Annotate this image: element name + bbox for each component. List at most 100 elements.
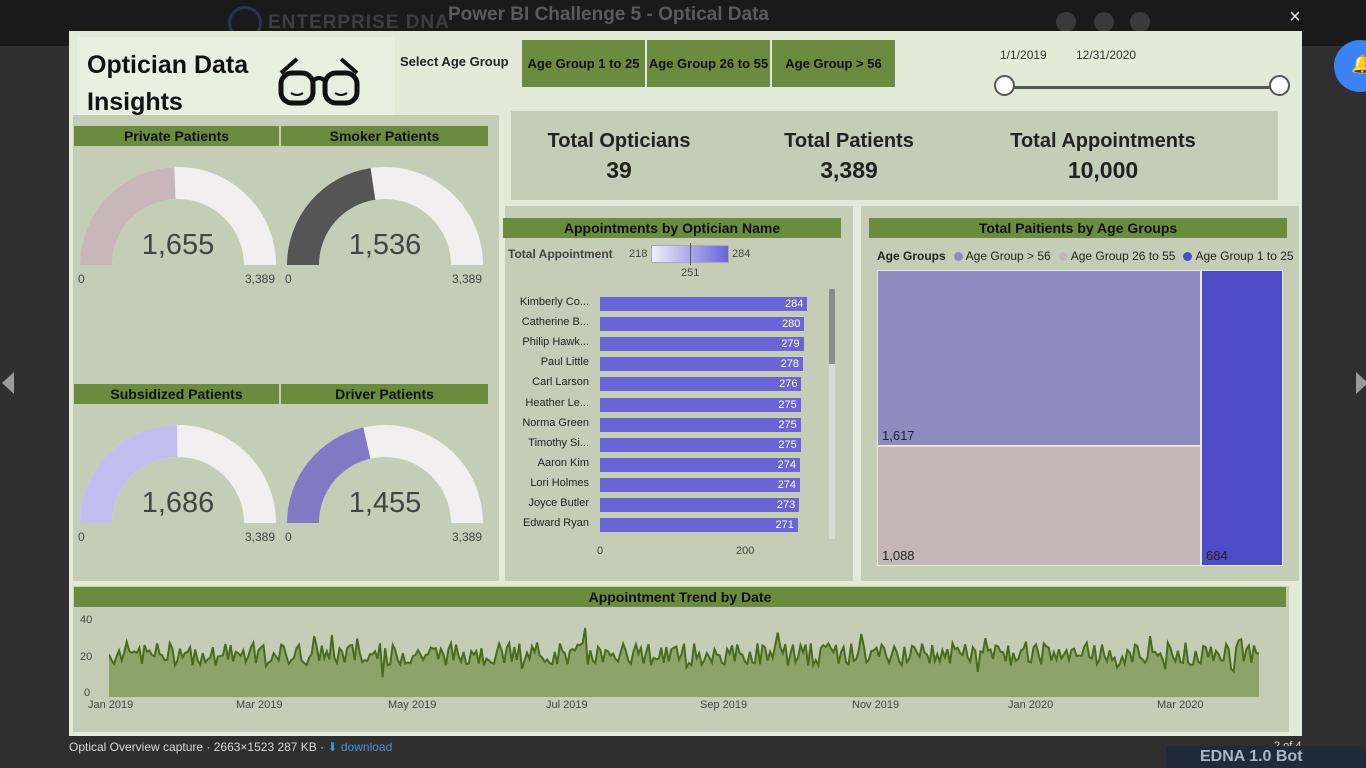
date-slider-start-handle[interactable] bbox=[994, 75, 1015, 96]
optician-axis-tick: 200 bbox=[736, 545, 755, 557]
optician-bar[interactable]: 276 bbox=[600, 377, 802, 392]
kpi-opticians-label: Total Opticians bbox=[547, 130, 691, 152]
treemap-value: 1,088 bbox=[882, 548, 915, 563]
report-title: Optician Data Insights bbox=[87, 51, 249, 116]
trend-x-tick: May 2019 bbox=[388, 699, 437, 711]
trend-x-tick: Nov 2019 bbox=[852, 699, 900, 711]
optician-bar[interactable]: 275 bbox=[600, 417, 801, 432]
gauge-min-label: 0 bbox=[285, 272, 292, 286]
optician-name: Carl Larson bbox=[532, 376, 589, 389]
trend-x-tick: Mar 2020 bbox=[1157, 699, 1204, 711]
optician-bar[interactable]: 275 bbox=[600, 437, 801, 452]
kpi-appointments-value: 10,000 bbox=[1067, 157, 1139, 183]
optician-scroll-thumb[interactable] bbox=[829, 289, 835, 364]
gauge-title-driver: Driver Patients bbox=[281, 384, 488, 404]
gauge-max-label: 3,389 bbox=[245, 530, 276, 544]
treemap-value: 1,617 bbox=[882, 428, 915, 443]
download-link[interactable]: ⬇ download bbox=[327, 740, 393, 754]
optician-bar[interactable]: 280 bbox=[600, 317, 805, 332]
avatar[interactable] bbox=[1130, 12, 1150, 32]
optician-bar-value: 273 bbox=[776, 499, 796, 511]
optician-bar[interactable]: 284 bbox=[600, 297, 808, 311]
treemap-age-1-25[interactable]: 684 bbox=[1201, 270, 1283, 566]
optician-bar-value: 275 bbox=[778, 398, 797, 411]
driver-patients-value: 1,455 bbox=[348, 487, 422, 519]
next-image-arrow-icon[interactable] bbox=[1356, 372, 1366, 394]
optician-bar-value: 280 bbox=[782, 318, 801, 331]
optician-bar[interactable]: 278 bbox=[600, 357, 803, 372]
trend-area bbox=[109, 627, 1259, 697]
driver-patients-gauge[interactable] bbox=[285, 423, 485, 527]
optician-bar-value: 271 bbox=[775, 519, 794, 532]
appointment-trend-chart[interactable] bbox=[109, 619, 1259, 697]
optician-bar[interactable]: 275 bbox=[600, 397, 801, 412]
age-group-26-55-button[interactable]: Age Group 26 to 55 bbox=[647, 40, 770, 87]
search-icon[interactable] bbox=[1056, 12, 1076, 32]
menu-icon[interactable] bbox=[1094, 12, 1114, 32]
age-group-1-25-button[interactable]: Age Group 1 to 25 bbox=[522, 40, 645, 87]
optician-name: Timothy Si... bbox=[528, 436, 589, 449]
kpi-patients-value: 3,389 bbox=[820, 157, 878, 183]
smoker-patients-gauge[interactable] bbox=[285, 165, 485, 269]
age-groups-legend: Age Groups Age Group > 56 Age Group 26 to … bbox=[877, 249, 1294, 263]
bot-label: EDNA 1.0 Bot bbox=[1200, 748, 1303, 765]
optician-legend-mid: 251 bbox=[681, 267, 700, 279]
optician-legend-label: Total Appointment bbox=[508, 247, 613, 261]
trend-y-tick: 0 bbox=[84, 687, 91, 699]
kpi-card bbox=[511, 111, 1278, 200]
gauge-max-label: 3,389 bbox=[452, 530, 483, 544]
optician-bar[interactable]: 274 bbox=[600, 477, 801, 492]
legend-item[interactable]: Age Group > 56 bbox=[965, 249, 1051, 263]
image-caption: Optical Overview capture · 2663×1523 287… bbox=[69, 740, 392, 754]
legend-item[interactable]: Age Group 1 to 25 bbox=[1195, 249, 1294, 263]
legend-item[interactable]: Age Group 26 to 55 bbox=[1070, 249, 1176, 263]
optician-bar[interactable]: 273 bbox=[600, 498, 800, 512]
optician-bar[interactable]: 271 bbox=[600, 518, 798, 533]
trend-y-tick: 40 bbox=[80, 614, 93, 626]
glasses-icon bbox=[278, 57, 360, 106]
trend-x-tick: Jul 2019 bbox=[546, 699, 588, 711]
previous-image-arrow-icon[interactable] bbox=[2, 372, 14, 394]
treemap-age-26-55[interactable]: 1,088 bbox=[877, 446, 1201, 566]
gauge-fill bbox=[287, 427, 371, 523]
power-bi-report: Optician Data Insights Select Age Group … bbox=[69, 31, 1302, 736]
kpi-appointments-label: Total Appointments bbox=[1010, 130, 1196, 152]
legend-dot-icon bbox=[1058, 252, 1068, 262]
close-icon[interactable]: × bbox=[1289, 6, 1301, 28]
private-patients-gauge[interactable] bbox=[78, 165, 278, 269]
optician-name: Philip Hawk... bbox=[522, 336, 589, 349]
bot-banner[interactable]: EDNA 1.0 Bot bbox=[1166, 746, 1366, 768]
optician-name: Norma Green bbox=[522, 416, 589, 429]
optician-bar[interactable]: 279 bbox=[600, 337, 804, 352]
date-slider-end-handle[interactable] bbox=[1269, 75, 1290, 96]
optician-bar-value: 275 bbox=[778, 418, 797, 431]
trend-x-tick: Mar 2019 bbox=[236, 699, 283, 711]
legend-dot-icon bbox=[1183, 252, 1193, 262]
optician-name: Edward Ryan bbox=[522, 517, 589, 530]
date-slider-track[interactable] bbox=[1004, 86, 1280, 89]
optician-legend-max: 284 bbox=[732, 248, 751, 260]
gauge-min-label: 0 bbox=[78, 530, 85, 544]
optician-chart-title: Appointments by Optician Name bbox=[503, 218, 841, 238]
optician-scrollbar[interactable] bbox=[829, 289, 835, 539]
trend-y-tick: 20 bbox=[80, 651, 93, 663]
age-group-over-56-button[interactable]: Age Group > 56 bbox=[772, 40, 895, 87]
optician-bar[interactable]: 274 bbox=[600, 457, 801, 472]
date-end-label: 12/31/2020 bbox=[1076, 48, 1137, 62]
treemap-value: 684 bbox=[1206, 548, 1228, 563]
optician-name: Aaron Kim bbox=[537, 456, 589, 469]
subsidized-patients-value: 1,686 bbox=[141, 487, 215, 519]
brand-name: ENTERPRISE DNA bbox=[268, 12, 450, 33]
optician-bar-value: 274 bbox=[777, 458, 797, 471]
trend-x-tick: Jan 2020 bbox=[1008, 699, 1054, 711]
trend-line bbox=[109, 627, 1259, 678]
gauge-title-subsidized: Subsidized Patients bbox=[74, 384, 279, 404]
gauge-fill bbox=[80, 425, 178, 523]
page-header-title: Power BI Challenge 5 - Optical Data bbox=[448, 4, 769, 25]
treemap-age-over-56[interactable]: 1,617 bbox=[877, 270, 1201, 446]
bell-icon: 🔔 bbox=[1351, 54, 1366, 74]
optician-name: Joyce Butler bbox=[528, 497, 589, 509]
subsidized-patients-gauge[interactable] bbox=[78, 423, 278, 527]
caption-text: Optical Overview capture · 2663×1523 287… bbox=[69, 740, 328, 754]
optician-bar-value: 276 bbox=[779, 378, 798, 391]
